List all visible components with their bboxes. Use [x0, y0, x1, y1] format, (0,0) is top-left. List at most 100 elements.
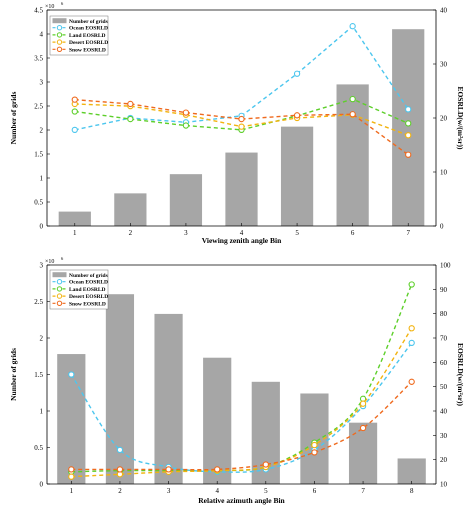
bar	[154, 313, 183, 484]
series-point	[68, 473, 75, 480]
series-point	[359, 400, 367, 407]
x-tick-label: 4	[240, 229, 244, 237]
y-tick-label: 3	[40, 262, 44, 270]
series-point	[182, 109, 190, 116]
x-tick-label: 1	[73, 229, 77, 237]
series-point	[71, 126, 78, 134]
legend-swatch-marker	[56, 293, 63, 299]
y-tick-label: 1.5	[34, 371, 43, 379]
bar	[58, 211, 91, 226]
y-tick-label: 2.5	[34, 298, 43, 306]
y-tick-label: 0.5	[34, 199, 43, 207]
series-point	[165, 466, 172, 473]
series-point	[71, 108, 78, 115]
y-axis-title: Number of grids	[9, 92, 18, 145]
x-axis-title: Viewing zenith angle Bin	[202, 236, 282, 245]
series-point	[116, 466, 124, 473]
y-multiplier-exponent: 6	[61, 1, 64, 6]
y-tick-label: 4	[40, 31, 44, 39]
series-point	[68, 466, 75, 473]
y-right-tick-label: 20	[440, 115, 448, 123]
bar	[225, 152, 258, 226]
series-point	[359, 424, 367, 432]
x-axis-title: Relative azimuth angle Bin	[198, 496, 285, 505]
y-right-tick-label: 60	[440, 359, 448, 367]
series-point	[408, 325, 415, 332]
legend-swatch-marker	[56, 25, 63, 31]
x-tick-label: 5	[295, 229, 299, 237]
y-tick-label: 3.5	[34, 55, 43, 63]
series-point	[262, 461, 269, 468]
legend-label: Snow EOSRLD	[69, 47, 106, 53]
legend-swatch-marker	[56, 32, 63, 38]
y-right-tick-label: 10	[440, 481, 448, 489]
y-right-tick-label: 40	[440, 7, 448, 15]
x-tick-label: 6	[313, 487, 317, 495]
y-right-tick-label: 0	[440, 223, 444, 231]
legend-label: Ocean EOSRLD	[69, 280, 108, 286]
series-point	[405, 151, 412, 158]
x-tick-label: 6	[351, 229, 355, 237]
legend-label: Number of grids	[69, 19, 108, 25]
series-point	[408, 339, 415, 347]
series-point	[311, 449, 318, 456]
y-tick-label: 4.5	[34, 7, 43, 15]
y-tick-label: 2	[40, 335, 44, 343]
y-tick-label: 2	[40, 127, 44, 135]
legend-swatch-marker	[56, 286, 63, 292]
x-tick-label: 3	[184, 229, 188, 237]
series-point	[293, 70, 301, 77]
y-multiplier-label: ×10	[45, 259, 54, 265]
y-right-tick-label: 10	[440, 169, 448, 177]
series-point	[405, 132, 412, 139]
y-tick-label: 0.5	[34, 444, 43, 452]
series-point	[349, 23, 356, 30]
bar	[348, 422, 378, 484]
series-point	[127, 115, 134, 123]
y-tick-label: 3	[40, 79, 44, 87]
series-point	[68, 371, 75, 378]
bar	[114, 193, 147, 226]
y-right-tick-label: 20	[440, 456, 448, 464]
bar	[203, 357, 232, 484]
legend-label: Snow EOSRLD	[69, 301, 106, 307]
y-tick-label: 1.5	[34, 151, 43, 159]
x-tick-label: 5	[264, 487, 268, 495]
y-tick-label: 1	[40, 408, 44, 416]
series-point	[311, 441, 318, 449]
y-axis-title: Number of grids	[9, 348, 18, 401]
bar	[392, 29, 425, 227]
x-tick-label: 3	[167, 487, 171, 495]
legend-swatch-bar	[52, 18, 67, 24]
bar	[105, 294, 135, 484]
legend-label: Land EOSRLD	[69, 33, 106, 39]
legend-label: Desert EOSRLD	[69, 294, 108, 300]
series-point	[71, 96, 78, 103]
legend-label: Desert EOSRLD	[69, 40, 108, 46]
series-point	[405, 120, 412, 127]
y-tick-label: 0	[40, 223, 44, 231]
chart-1	[46, 9, 437, 227]
series-point	[405, 106, 412, 113]
x-tick-label: 2	[129, 229, 133, 237]
y-right-tick-label: 50	[440, 383, 448, 391]
y-multiplier-label: ×10	[45, 4, 54, 10]
x-tick-label: 7	[361, 487, 365, 495]
y-right-tick-label: 30	[440, 432, 448, 440]
series-point	[238, 123, 245, 130]
series-point	[349, 111, 356, 118]
legend-label: Land EOSRLD	[69, 287, 106, 293]
bar	[169, 174, 203, 226]
legend-swatch-marker	[56, 300, 63, 306]
legend-label: Ocean EOSRLD	[69, 26, 108, 32]
legend-label: Number of grids	[69, 273, 108, 279]
series-point	[349, 95, 356, 103]
x-tick-label: 8	[410, 487, 414, 495]
series-point	[238, 115, 245, 123]
y-right-tick-label: 80	[440, 310, 448, 318]
y-multiplier-exponent: 6	[61, 256, 64, 261]
series-point	[116, 446, 124, 454]
legend-swatch-marker	[56, 46, 63, 52]
legend-swatch-marker	[56, 39, 63, 45]
